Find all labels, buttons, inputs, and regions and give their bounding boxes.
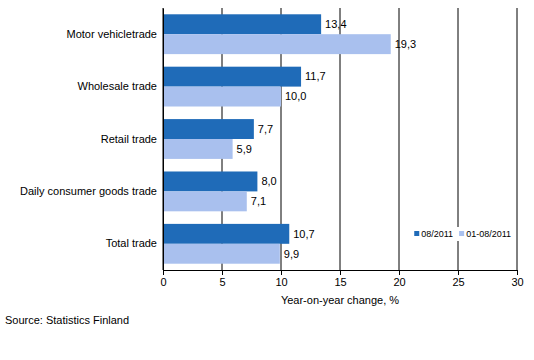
data-label: 9,9 <box>284 248 299 260</box>
legend-item: 08/2011 <box>414 229 453 239</box>
data-label: 7,1 <box>251 195 266 207</box>
tick-mark <box>340 270 341 275</box>
data-labels: 13,4 11,7 7,7 8,0 10,7 19,3 10,0 5,9 7,1 9,9 <box>237 18 417 260</box>
bar <box>163 244 280 264</box>
bar <box>163 14 321 34</box>
tick: 5 <box>219 270 225 288</box>
tick: Wholesale trade <box>78 80 158 92</box>
grid-line <box>517 8 518 270</box>
legend: 08/2011 01-08/2011 <box>411 227 514 241</box>
y-axis: Motor vehicletrade Wholesale trade Retail … <box>20 9 163 271</box>
tick-label: Motor vehicletrade <box>67 28 158 40</box>
data-label: 10,7 <box>293 228 314 240</box>
tick: 30 <box>511 270 523 288</box>
tick-mark <box>399 270 400 275</box>
x-axis-title: Year-on-year change, % <box>281 294 399 306</box>
legend-label: 08/2011 <box>421 229 453 239</box>
data-label: 11,7 <box>305 70 326 82</box>
tick: Motor vehicletrade <box>67 28 158 40</box>
tick: Total trade <box>106 237 157 249</box>
grid <box>163 8 517 270</box>
tick-label: Wholesale trade <box>78 80 158 92</box>
tick-label: 10 <box>275 276 287 288</box>
annotation: Source: Statistics Finland <box>5 314 129 326</box>
grid-line <box>163 8 164 270</box>
legend-swatch <box>414 231 419 236</box>
tick-label: 20 <box>393 276 405 288</box>
tick-label: 30 <box>511 276 523 288</box>
tick-mark <box>281 270 282 275</box>
bar <box>163 34 391 54</box>
chart: 13,4 11,7 7,7 8,0 10,7 19,3 10,0 5,9 7,1 9,9 0 5 10 1… <box>0 0 534 360</box>
data-label: 13,4 <box>325 18 346 30</box>
bar <box>163 224 289 244</box>
tick: Daily consumer goods trade <box>20 185 157 197</box>
legend-box <box>411 227 514 241</box>
tick-label: Daily consumer goods trade <box>20 185 157 197</box>
bar <box>163 67 301 87</box>
tick-label: 5 <box>219 276 225 288</box>
tick-label: 15 <box>334 276 346 288</box>
tick-label: 0 <box>160 276 166 288</box>
bar <box>163 171 257 191</box>
x-axis: 0 5 10 15 20 25 30 <box>160 270 523 288</box>
tick: 25 <box>452 270 464 288</box>
legend-item: 01-08/2011 <box>459 229 511 239</box>
tick-label: Retail trade <box>101 133 157 145</box>
tick: 15 <box>334 270 346 288</box>
tick-mark <box>222 270 223 275</box>
tick: Retail trade <box>101 133 157 145</box>
tick-label: 25 <box>452 276 464 288</box>
tick-mark <box>163 270 164 275</box>
data-label: 10,0 <box>285 90 306 102</box>
bar <box>163 139 233 159</box>
data-label: 5,9 <box>237 143 252 155</box>
bar <box>163 119 254 139</box>
legend-swatch <box>459 231 464 236</box>
tick-mark <box>517 270 518 275</box>
bar <box>163 191 247 211</box>
data-label: 7,7 <box>258 123 273 135</box>
tick: 10 <box>275 270 287 288</box>
tick-label: Total trade <box>106 237 157 249</box>
data-label: 8,0 <box>261 175 276 187</box>
bar <box>163 87 281 107</box>
bars <box>163 14 391 263</box>
data-label: 19,3 <box>395 38 416 50</box>
legend-label: 01-08/2011 <box>466 229 511 239</box>
tick: 20 <box>393 270 405 288</box>
tick: 0 <box>160 270 166 288</box>
axis-line <box>163 9 164 271</box>
plot: 13,4 11,7 7,7 8,0 10,7 19,3 10,0 5,9 7,1 9,9 0 5 10 1… <box>20 8 524 288</box>
tick-mark <box>458 270 459 275</box>
